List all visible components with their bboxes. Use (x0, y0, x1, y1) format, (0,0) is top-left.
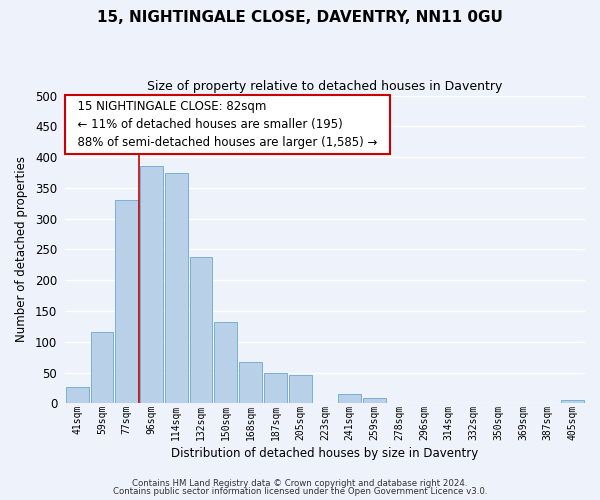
Bar (140, 166, 163, 404)
Text: Contains HM Land Registry data © Crown copyright and database right 2024.: Contains HM Land Registry data © Crown c… (132, 478, 468, 488)
X-axis label: Distribution of detached houses by size in Daventry: Distribution of detached houses by size … (171, 447, 479, 460)
Bar (66, 387, 89, 404)
Bar (165, 172, 188, 404)
Title: Size of property relative to detached houses in Daventry: Size of property relative to detached ho… (147, 80, 503, 93)
Bar (214, 322, 237, 404)
Text: 15 NIGHTINGALE CLOSE: 82sqm  
  ← 11% of detached houses are smaller (195)  
  8: 15 NIGHTINGALE CLOSE: 82sqm ← 11% of det… (70, 100, 385, 149)
Bar (363, 398, 386, 404)
Text: Contains public sector information licensed under the Open Government Licence v3: Contains public sector information licen… (113, 487, 487, 496)
Bar (91, 332, 113, 404)
Bar (289, 375, 311, 404)
Bar (115, 200, 138, 404)
Bar (561, 400, 584, 404)
Bar (239, 362, 262, 404)
Bar (190, 258, 212, 404)
Bar (338, 394, 361, 404)
Y-axis label: Number of detached properties: Number of detached properties (15, 156, 28, 342)
Text: 15, NIGHTINGALE CLOSE, DAVENTRY, NN11 0GU: 15, NIGHTINGALE CLOSE, DAVENTRY, NN11 0G… (97, 10, 503, 25)
Bar (264, 372, 287, 404)
